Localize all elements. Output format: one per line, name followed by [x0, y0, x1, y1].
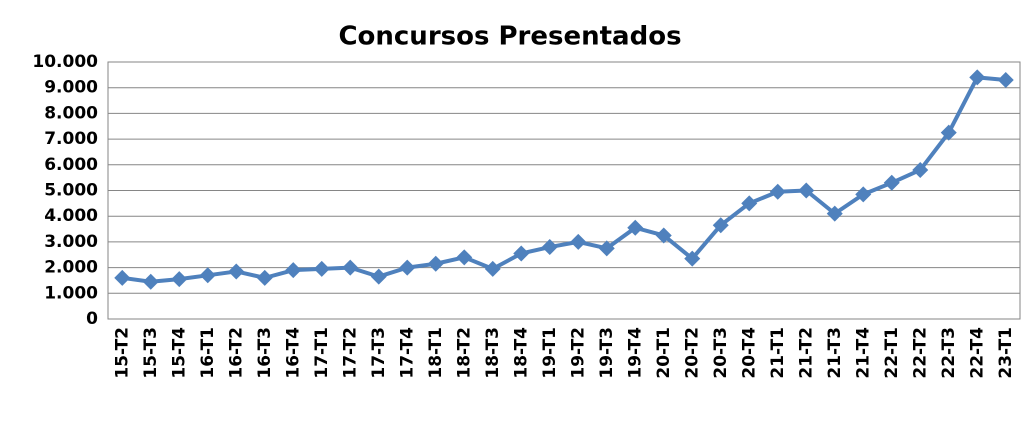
- data-point: [256, 269, 273, 286]
- x-tick-label: 16-T2: [226, 327, 246, 379]
- y-tick-label: 0: [86, 309, 98, 329]
- x-tick-label: 18-T2: [454, 327, 474, 379]
- x-tick-label: 22-T1: [882, 327, 902, 379]
- data-point: [285, 262, 302, 279]
- data-point: [199, 267, 216, 284]
- x-tick-label: 17-T3: [369, 327, 389, 379]
- x-tick-label: 21-T2: [796, 327, 816, 379]
- data-point: [826, 205, 843, 222]
- data-point: [541, 239, 558, 256]
- data-point: [883, 174, 900, 191]
- x-tick-label: 21-T4: [853, 327, 873, 379]
- x-tick-label: 19-T4: [625, 327, 645, 379]
- data-point: [798, 182, 815, 199]
- data-point: [855, 186, 872, 203]
- x-tick-label: 16-T4: [283, 327, 303, 379]
- data-point: [484, 260, 501, 277]
- x-tick-label: 22-T4: [967, 327, 987, 379]
- x-tick-label: 20-T1: [654, 327, 674, 379]
- y-tick-label: 2.000: [44, 258, 98, 278]
- y-tick-label: 9.000: [44, 78, 98, 98]
- data-point: [741, 195, 758, 212]
- data-point: [313, 260, 330, 277]
- x-tick-label: 17-T1: [312, 327, 332, 379]
- data-point: [598, 240, 615, 257]
- x-tick-label: 19-T1: [540, 327, 560, 379]
- x-tick-label: 17-T2: [340, 327, 360, 379]
- x-tick-label: 22-T3: [939, 327, 959, 379]
- data-point: [142, 273, 159, 290]
- chart-title: Concursos Presentados: [338, 22, 681, 52]
- x-tick-label: 15-T3: [141, 327, 161, 379]
- data-point: [712, 217, 729, 234]
- x-tick-label: 22-T2: [910, 327, 930, 379]
- data-point: [627, 219, 644, 236]
- data-point: [655, 227, 672, 244]
- data-point: [940, 124, 957, 141]
- data-point: [427, 255, 444, 272]
- x-tick-label: 15-T2: [112, 327, 132, 379]
- x-tick-label: 18-T3: [483, 327, 503, 379]
- data-point: [399, 259, 416, 276]
- x-tick-label: 20-T2: [682, 327, 702, 379]
- series-line: [121, 75, 1006, 284]
- y-tick-label: 1.000: [44, 283, 98, 303]
- y-tick-label: 6.000: [44, 155, 98, 175]
- x-tick-label: 17-T4: [397, 327, 417, 379]
- y-tick-label: 10.000: [32, 52, 98, 72]
- data-point: [370, 268, 387, 285]
- data-point: [969, 69, 986, 86]
- y-tick-label: 7.000: [44, 129, 98, 149]
- data-point: [997, 71, 1014, 88]
- x-tick-label: 19-T2: [568, 327, 588, 379]
- x-tick-label: 20-T4: [739, 327, 759, 379]
- x-tick-label: 19-T3: [597, 327, 617, 379]
- y-tick-label: 3.000: [44, 232, 98, 252]
- data-point: [456, 249, 473, 266]
- x-tick-label: 21-T3: [825, 327, 845, 379]
- data-point: [114, 269, 131, 286]
- data-point: [912, 161, 929, 178]
- x-tick-label: 16-T1: [198, 327, 218, 379]
- data-point: [342, 259, 359, 276]
- y-tick-label: 5.000: [44, 181, 98, 201]
- data-point: [171, 271, 188, 288]
- x-tick-label: 20-T3: [711, 327, 731, 379]
- data-point: [769, 183, 786, 200]
- x-tick-label: 23-T1: [996, 327, 1016, 379]
- x-tick-label: 16-T3: [255, 327, 275, 379]
- x-tick-label: 15-T4: [169, 327, 189, 379]
- data-point: [228, 263, 245, 280]
- data-point: [684, 250, 701, 267]
- data-point: [570, 233, 587, 250]
- y-tick-label: 4.000: [44, 206, 98, 226]
- x-tick-label: 21-T1: [768, 327, 788, 379]
- x-tick-label: 18-T1: [426, 327, 446, 379]
- data-point: [513, 245, 530, 262]
- x-tick-label: 18-T4: [511, 327, 531, 379]
- y-tick-label: 8.000: [44, 103, 98, 123]
